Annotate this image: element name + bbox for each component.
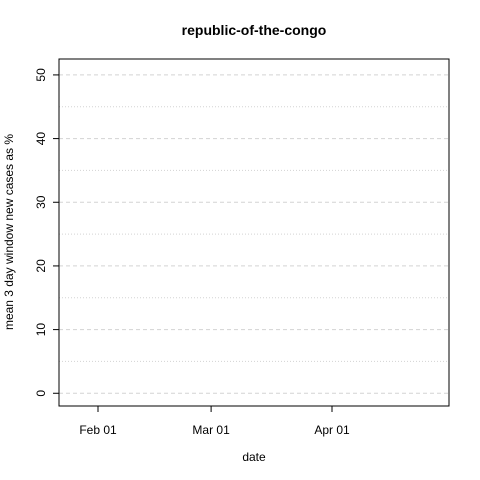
y-tick-label: 20 [34, 259, 48, 273]
x-tick-label: Feb 01 [79, 423, 117, 437]
y-tick-label: 10 [34, 323, 48, 337]
y-tick-label: 0 [34, 390, 48, 397]
y-axis-label: mean 3 day window new cases as % [2, 134, 16, 330]
plot-frame [58, 58, 450, 407]
x-axis-label: date [242, 450, 266, 464]
x-tick-label: Apr 01 [314, 423, 350, 437]
grid-lines [59, 74, 449, 394]
y-tick-label: 40 [34, 132, 48, 146]
chart-title: republic-of-the-congo [182, 22, 327, 38]
y-tick-label: 50 [34, 68, 48, 82]
y-axis: 0 10 20 30 40 50 [34, 68, 59, 397]
y-tick-label: 30 [34, 195, 48, 209]
x-axis: Feb 01 Mar 01 Apr 01 [79, 406, 350, 437]
x-tick-label: Mar 01 [192, 423, 230, 437]
